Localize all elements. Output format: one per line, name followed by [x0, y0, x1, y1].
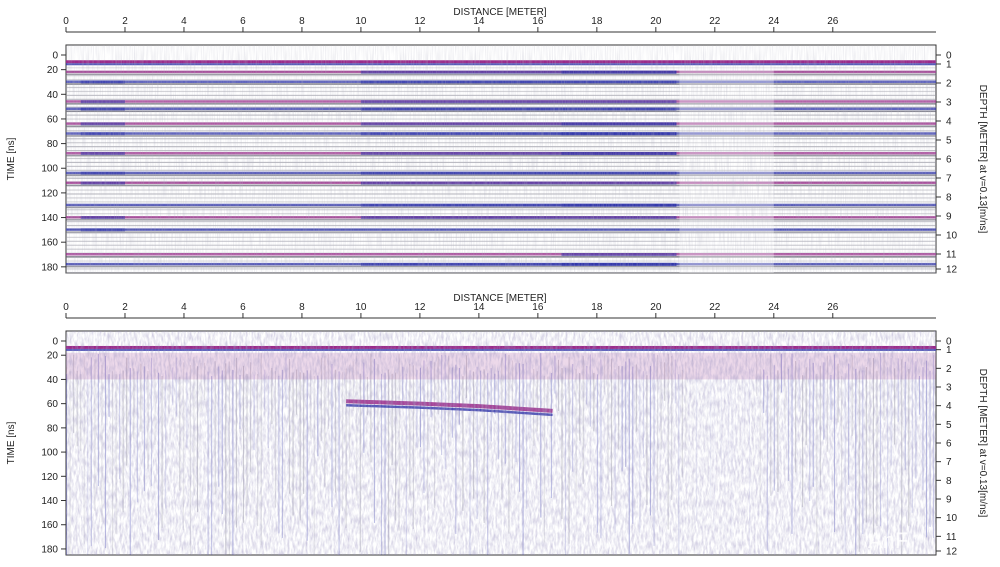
- x-tick-label: 22: [709, 302, 721, 313]
- y2-tick-label: 12: [946, 265, 958, 276]
- y2-tick-label: 7: [946, 174, 952, 185]
- y-tick-label: 120: [41, 472, 58, 483]
- x-ticks: 0 2 4 6 8 10 12 14 16 18 20 22 24 26: [63, 16, 936, 33]
- x-tick-label: 10: [355, 16, 367, 27]
- x-tick-label: 14: [473, 302, 485, 313]
- x-tick-label: 24: [768, 302, 780, 313]
- y-tick-label: 160: [41, 520, 58, 531]
- y2-tick-label: 6: [946, 439, 952, 450]
- x-tick-label: 8: [299, 302, 305, 313]
- y2-tick-label: 8: [946, 193, 952, 204]
- x-tick-label: 4: [181, 16, 187, 27]
- y2-tick-label: 12: [946, 547, 958, 558]
- noise-texture: [66, 331, 936, 555]
- y2-tick-label: 10: [946, 231, 958, 242]
- x-tick-label: 2: [122, 302, 128, 313]
- y-tick-label: 140: [41, 496, 58, 507]
- x-tick-label: 22: [709, 16, 721, 27]
- y-tick-label: 80: [47, 423, 59, 434]
- x-tick-label: 10: [355, 302, 367, 313]
- x-tick-label: 26: [827, 302, 839, 313]
- radargram-top: DISTANCE [METER] 0 2 4 6 8 10 12 14 16 18 20 22 24 26…: [6, 7, 988, 276]
- y2-tick-label: 9: [946, 495, 952, 506]
- y-tick-label: 140: [41, 213, 58, 224]
- x-tick-label: 26: [827, 16, 839, 27]
- x-ticks: 0 2 4 6 8 10 12 14 16 18 20 22 24 26: [63, 302, 936, 319]
- x-tick-label: 2: [122, 16, 128, 27]
- x-tick-label: 14: [473, 16, 485, 27]
- y2-axis-title: DEPTH [METER] at v=0.13[m/ns]: [977, 85, 988, 234]
- x-tick-label: 0: [63, 302, 69, 313]
- x-tick-label: 4: [181, 302, 187, 313]
- y2-tick-label: 0: [946, 337, 952, 348]
- y-tick-label: 0: [52, 337, 58, 348]
- y2-tick-label: 1: [946, 60, 952, 71]
- y-tick-label: 100: [41, 164, 58, 175]
- y2-tick-label: 5: [946, 136, 952, 147]
- y2-tick-label: 11: [946, 532, 957, 543]
- y-tick-label: 40: [47, 90, 59, 101]
- y2-tick-label: 6: [946, 155, 952, 166]
- y2-axis-title: DEPTH [METER] at v=0.13[m/ns]: [977, 369, 988, 518]
- y2-tick-label: 4: [946, 401, 952, 412]
- x-tick-label: 20: [650, 16, 662, 27]
- y-ticks: 0 20 40 60 80 100 120 140 160 180: [41, 337, 66, 555]
- y2-tick-label: 3: [946, 383, 952, 394]
- y-tick-label: 20: [47, 65, 59, 76]
- y-tick-label: 60: [47, 114, 59, 125]
- y-tick-label: 80: [47, 139, 59, 150]
- y-tick-label: 160: [41, 238, 58, 249]
- y-tick-label: 0: [52, 51, 58, 62]
- x-tick-label: 18: [591, 302, 603, 313]
- y-tick-label: 120: [41, 188, 58, 199]
- x-tick-label: 12: [414, 302, 426, 313]
- y-ticks: 0 20 40 60 80 100 120 140 160 180: [41, 51, 66, 273]
- y2-tick-label: 1: [946, 345, 952, 356]
- y2-tick-label: 4: [946, 117, 952, 128]
- y2-tick-label: 10: [946, 513, 958, 524]
- x-tick-label: 24: [768, 16, 780, 27]
- y2-tick-label: 2: [946, 364, 952, 375]
- y2-tick-label: 0: [946, 51, 952, 62]
- y2-tick-label: 9: [946, 212, 952, 223]
- y-tick-label: 180: [41, 544, 58, 555]
- noise-texture: [66, 45, 936, 273]
- watermark-text: AnF: [868, 528, 908, 553]
- x-axis-title: DISTANCE [METER]: [453, 7, 546, 18]
- x-tick-label: 18: [591, 16, 603, 27]
- x-tick-label: 12: [414, 16, 426, 27]
- y2-tick-label: 11: [946, 250, 957, 261]
- y-tick-label: 20: [47, 351, 59, 362]
- y-tick-label: 180: [41, 262, 58, 273]
- y-tick-label: 40: [47, 375, 59, 386]
- radargram-bottom: DISTANCE [METER] 0 2 4 6 8 10 12 14 16 18 20 22 24 26…: [6, 293, 988, 558]
- y-tick-label: 100: [41, 448, 58, 459]
- y2-tick-label: 7: [946, 457, 952, 468]
- x-tick-label: 0: [63, 16, 69, 27]
- y-tick-label: 60: [47, 399, 59, 410]
- x-tick-label: 6: [240, 16, 246, 27]
- y2-tick-label: 8: [946, 476, 952, 487]
- y-axis-title: TIME [ns]: [6, 137, 17, 180]
- x-tick-label: 16: [532, 302, 544, 313]
- y2-tick-label: 2: [946, 79, 952, 90]
- x-tick-label: 6: [240, 302, 246, 313]
- x-tick-label: 20: [650, 302, 662, 313]
- y-axis-title: TIME [ns]: [6, 421, 17, 464]
- x-tick-label: 16: [532, 16, 544, 27]
- x-tick-label: 8: [299, 16, 305, 27]
- y2-tick-label: 5: [946, 420, 952, 431]
- x-axis-title: DISTANCE [METER]: [453, 293, 546, 304]
- y2-tick-label: 3: [946, 98, 952, 109]
